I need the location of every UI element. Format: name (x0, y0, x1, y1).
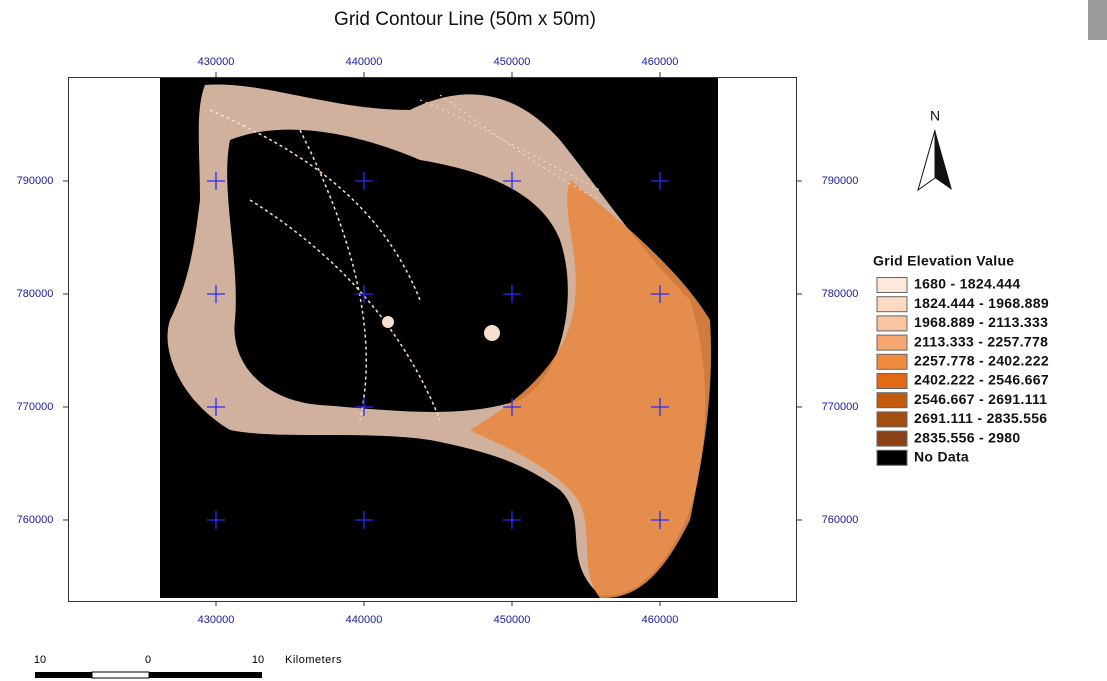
legend-swatch (876, 392, 908, 409)
x-tick-label: 460000 (642, 56, 679, 68)
y-tick-label: 790000 (822, 175, 859, 187)
x-tick-label: 440000 (346, 56, 383, 68)
legend-swatch (876, 296, 908, 313)
x-tick-label: 450000 (494, 614, 531, 626)
legend-swatch (876, 373, 908, 389)
y-tick-label: 760000 (17, 514, 54, 526)
legend-label: 2402.222 - 2546.667 (914, 372, 1049, 388)
scale-bar: 10 0 10 Kilometers (34, 654, 342, 679)
legend-swatch (876, 353, 908, 370)
scale-unit: Kilometers (285, 654, 342, 666)
terrain (167, 84, 711, 599)
x-tick-label: 430000 (198, 614, 235, 626)
scale-label: 10 (34, 654, 46, 666)
map-title: Grid Contour Line (50m x 50m) (334, 9, 596, 30)
y-tick-label: 780000 (822, 288, 859, 300)
legend-label: 1824.444 - 1968.889 (914, 295, 1049, 311)
legend-title: Grid Elevation Value (873, 253, 1014, 269)
legend-label: 2113.333 - 2257.778 (914, 333, 1048, 349)
legend-swatch (876, 334, 908, 351)
legend-swatch (876, 277, 908, 293)
scale-label: 10 (252, 654, 264, 666)
scale-label: 0 (145, 654, 151, 666)
legend-label: 2257.778 - 2402.222 (914, 353, 1049, 369)
y-tick-label: 790000 (17, 175, 54, 187)
legend-label: 2546.667 - 2691.111 (914, 391, 1047, 407)
legend-label: 1968.889 - 2113.333 (914, 314, 1048, 330)
x-tick-label: 460000 (642, 614, 679, 626)
y-tick-label: 770000 (17, 401, 54, 413)
legend-label: 1680 - 1824.444 (914, 276, 1020, 292)
legend-label: 2835.556 - 2980 (914, 429, 1020, 445)
y-tick-label: 760000 (822, 514, 859, 526)
legend-label: No Data (914, 449, 969, 465)
legend-swatch (876, 430, 908, 447)
legend-swatch (876, 449, 908, 466)
y-tick-label: 780000 (17, 288, 54, 300)
x-tick-label: 450000 (494, 56, 531, 68)
legend-label: 2691.111 - 2835.556 (914, 410, 1047, 426)
legend-swatch (876, 411, 908, 428)
corner-block (1088, 0, 1107, 40)
north-label: N (930, 108, 940, 124)
north-arrow: N (917, 108, 952, 192)
legend-swatch (876, 315, 908, 332)
x-tick-label: 440000 (346, 614, 383, 626)
x-tick-label: 430000 (198, 56, 235, 68)
y-tick-label: 770000 (822, 401, 859, 413)
